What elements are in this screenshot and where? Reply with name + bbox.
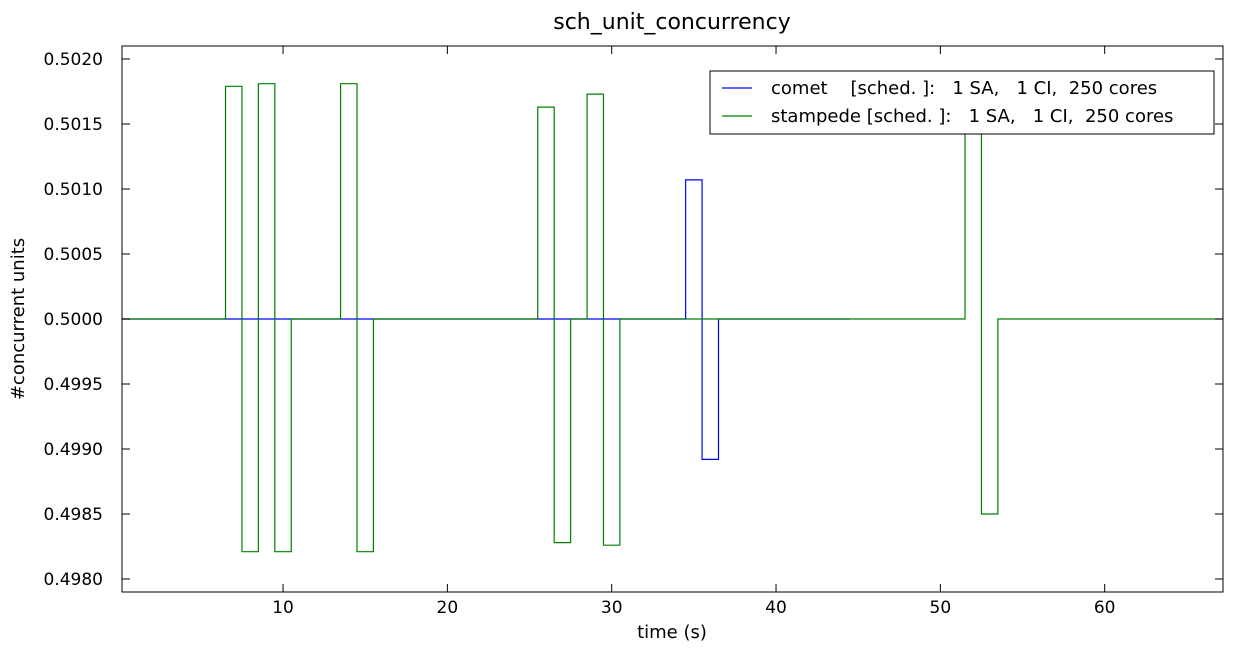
legend: comet [sched. ]: 1 SA, 1 CI, 250 cores st… xyxy=(709,70,1215,135)
y-tick-label: 0.4980 xyxy=(44,570,103,590)
legend-label: comet [sched. ]: 1 SA, 1 CI, 250 cores xyxy=(771,78,1157,99)
ticks-layer: 10 20 30 40 50 60 0.4980 0.4985 0.4990 0.4995 0.50… xyxy=(44,46,1223,618)
chart-title: sch_unit_concurrency xyxy=(553,10,790,35)
x-tick-label: 60 xyxy=(1094,598,1116,618)
legend-box xyxy=(709,70,1215,135)
x-tick-label: 20 xyxy=(437,598,459,618)
y-tick-label: 0.4990 xyxy=(44,440,103,460)
y-axis-label: #concurrent units xyxy=(8,238,29,400)
series-layer xyxy=(122,83,1223,553)
x-tick-label: 50 xyxy=(930,598,952,618)
x-tick-label: 40 xyxy=(765,598,787,618)
y-tick-label: 0.5010 xyxy=(44,180,103,200)
y-tick-label: 0.5005 xyxy=(44,245,103,265)
x-tick-label: 10 xyxy=(272,598,294,618)
y-tick-label: 0.4995 xyxy=(44,375,103,395)
y-tick-label: 0.4985 xyxy=(44,505,103,525)
y-tick-label: 0.5015 xyxy=(44,115,103,135)
x-axis-label: time (s) xyxy=(637,622,707,643)
x-tick-label: 30 xyxy=(601,598,623,618)
y-tick-label: 0.5020 xyxy=(44,50,103,70)
y-tick-label: 0.5000 xyxy=(44,310,103,330)
series-line-comet xyxy=(122,179,850,460)
legend-label: stampede [sched. ]: 1 SA, 1 CI, 250 core… xyxy=(771,106,1173,127)
series-line-stampede xyxy=(122,83,1223,553)
